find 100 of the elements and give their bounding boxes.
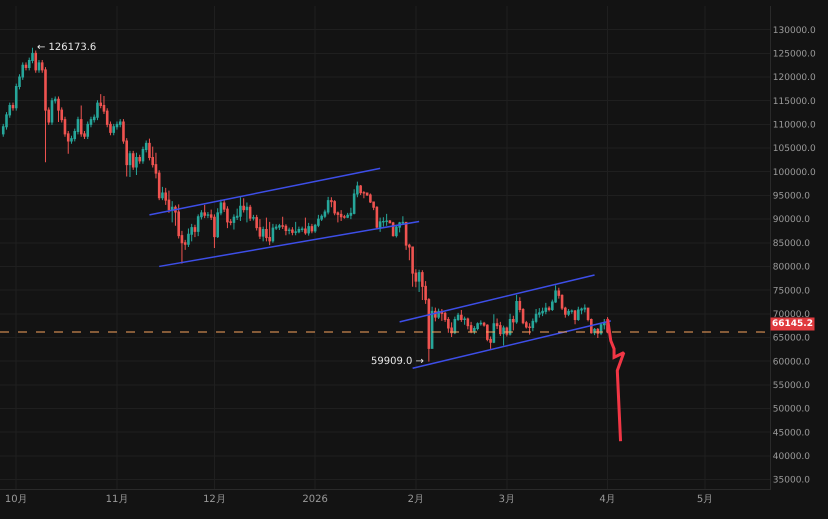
- candlestick: [252, 214, 255, 222]
- y-tick-label: 130000.0: [772, 26, 816, 36]
- candlestick: [548, 306, 550, 312]
- candlestick: [24, 62, 28, 71]
- candlestick: [132, 150, 134, 170]
- x-tick-label: 2026: [302, 494, 328, 505]
- y-tick-label: 65000.0: [772, 334, 810, 344]
- candlestick: [499, 321, 502, 337]
- candlestick: [343, 214, 346, 220]
- y-tick-label: 85000.0: [772, 238, 810, 249]
- x-tick-label: 10月: [4, 494, 28, 505]
- y-tick-label: 125000.0: [772, 50, 816, 60]
- candlestick: [187, 228, 190, 248]
- candlestick: [385, 213, 388, 226]
- x-tick-label: 3月: [498, 494, 516, 505]
- candlestick: [258, 218, 262, 240]
- candlestick: [470, 321, 472, 334]
- candlestick: [454, 316, 456, 335]
- y-tick-label: 105000.0: [772, 144, 816, 154]
- y-tick-label: 120000.0: [772, 73, 816, 84]
- candlestick: [291, 226, 294, 236]
- candlestick: [421, 270, 424, 301]
- candlestick: [34, 50, 38, 74]
- candlestick: [359, 184, 362, 196]
- ref-line-label: 66145.2: [772, 319, 813, 329]
- candlestick: [411, 246, 414, 288]
- y-tick-label: 35000.0: [772, 476, 810, 486]
- y-tick-label: 40000.0: [772, 452, 810, 462]
- y-tick-label: 90000.0: [772, 215, 810, 226]
- line-series: [606, 318, 626, 443]
- candlestick: [248, 204, 252, 222]
- candlestick: [12, 102, 14, 112]
- candlestick: [463, 316, 466, 326]
- candlestick: [50, 97, 54, 126]
- y-tick-label: 60000.0: [772, 357, 810, 368]
- candlestick: [112, 123, 116, 136]
- candlestick: [96, 100, 99, 121]
- candlestick: [213, 214, 216, 248]
- candlestick: [473, 326, 476, 335]
- candlestick: [567, 308, 570, 317]
- candlestick: [515, 294, 518, 324]
- y-tick-label: 45000.0: [772, 428, 810, 438]
- x-tick-label: 5月: [696, 494, 714, 505]
- candlestick: [304, 217, 307, 236]
- annotation: 59909.0 →: [371, 356, 424, 367]
- candlestick: [480, 320, 482, 326]
- candlestick: [288, 227, 290, 235]
- candlestick: [170, 200, 174, 223]
- candlestick: [466, 317, 470, 330]
- x-tick-label: 2月: [408, 494, 424, 505]
- candlestick: [378, 217, 382, 232]
- candlestick: [86, 121, 90, 140]
- candlestick: [239, 196, 242, 222]
- candlestick: [376, 206, 378, 230]
- y-tick-label: 115000.0: [772, 96, 816, 107]
- candlestick: [508, 313, 512, 336]
- candlestick: [80, 104, 83, 138]
- candlestick: [138, 154, 141, 164]
- candlestick: [38, 59, 40, 74]
- candlestick: [298, 226, 300, 234]
- candlestick: [206, 211, 210, 219]
- x-tick-label: 12月: [203, 494, 226, 505]
- candlestick: [203, 204, 206, 219]
- y-tick-label: 110000.0: [772, 120, 816, 131]
- x-tick-label: 4月: [599, 494, 616, 505]
- candlestick: [326, 196, 330, 215]
- candlestick: [300, 226, 304, 232]
- candlestick: [310, 223, 314, 234]
- candlestick: [262, 226, 264, 242]
- candlestick: [512, 315, 515, 331]
- candlestick: [574, 310, 576, 325]
- candlestick: [135, 152, 138, 176]
- candlestick: [168, 190, 170, 214]
- candlestick: [194, 224, 196, 238]
- candlestick: [395, 224, 398, 238]
- candlestick: [492, 314, 496, 344]
- candlestick: [161, 186, 164, 201]
- y-tick-label: 100000.0: [772, 168, 816, 178]
- candlestick: [570, 309, 574, 314]
- candlestick: [265, 217, 268, 242]
- candlestick: [128, 150, 132, 178]
- y-tick-label: 75000.0: [772, 286, 810, 296]
- candlestick: [584, 304, 586, 313]
- candlestick: [196, 214, 200, 237]
- candlestick: [57, 96, 60, 123]
- candlestick: [340, 210, 342, 222]
- candlestick: [502, 325, 505, 346]
- y-tick-label: 55000.0: [772, 380, 810, 391]
- candlestick: [528, 322, 531, 336]
- candlestick: [418, 269, 420, 293]
- candlestick: [294, 221, 297, 236]
- candlestick: [430, 306, 434, 350]
- y-tick-label: 95000.0: [772, 192, 810, 202]
- candlestick: [272, 223, 274, 244]
- y-tick-label: 80000.0: [772, 262, 810, 273]
- candlestick: [278, 223, 281, 230]
- candlestick: [460, 310, 463, 322]
- candlestick: [476, 322, 479, 331]
- y-tick-label: 50000.0: [772, 404, 810, 415]
- annotation: ← 126173.6: [37, 42, 96, 53]
